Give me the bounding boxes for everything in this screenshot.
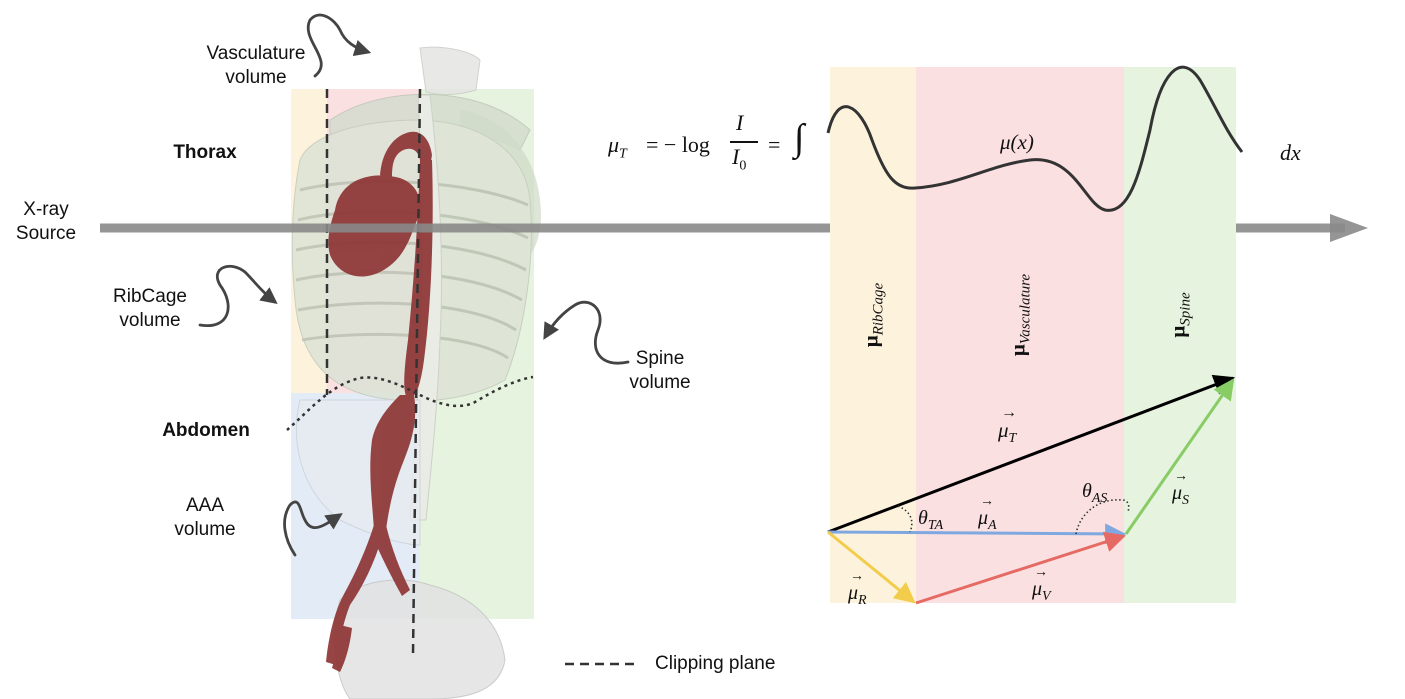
vector-label-mu-T: → μT (998, 404, 1017, 447)
eq-lhs: μT (608, 132, 627, 162)
ribcage-volume-label: RibCage volume (90, 285, 210, 333)
label-pointer-arrows (198, 13, 630, 557)
angle-arc-AS (1075, 499, 1130, 535)
clipping-plane-label: Clipping plane (655, 653, 776, 674)
thorax-abdomen-boundary (286, 375, 534, 431)
vasculature-volume-label-line1: Vasculature (206, 43, 306, 64)
vector-mu-A (827, 523, 1127, 545)
abdomen-label: Abdomen (162, 420, 250, 441)
vector-mu-R (827, 530, 916, 604)
eq-fraction-den: I0 (732, 144, 747, 174)
vector-label-mu-R: → μR (848, 569, 867, 608)
band-vasculature (916, 67, 1124, 603)
vector-mu-T (827, 374, 1235, 534)
eq-fraction-num: I (736, 110, 744, 135)
eq-fraction-bar (730, 141, 758, 143)
attenuation-schematic (826, 65, 1244, 605)
band-label-spine: μSpine (1165, 292, 1194, 338)
vector-mu-V (915, 531, 1126, 605)
band-label-ribcage: μRibCage (858, 282, 887, 348)
vector-label-mu-A: → μA (978, 494, 997, 533)
angle-label-theta-AS: θAS (1082, 480, 1108, 506)
vasculature-volume-label-line2: volume (225, 67, 287, 88)
vasculature-volume-label: Vasculature volume (186, 42, 326, 90)
ribcage-pointer (198, 264, 278, 328)
spine-volume-label-line2: volume (629, 372, 691, 393)
eq-minus-log: = − log (646, 132, 710, 157)
spine-volume-label: Spine volume (610, 347, 710, 395)
band-label-vasculature: μVasculature (1005, 273, 1034, 357)
equation: μT = − log I I0 = ∫ (608, 110, 833, 180)
xray-source-label: X-ray Source (0, 198, 92, 246)
clipping-plane-right (411, 88, 422, 656)
attenuation-curve (826, 65, 1244, 212)
eq-equals: = (768, 132, 781, 157)
aaa-pointer (283, 500, 343, 557)
aaa-volume-label-line2: volume (174, 519, 236, 540)
aaa-volume-label-line1: AAA (185, 495, 225, 516)
anatomy-illustration (286, 46, 541, 699)
thorax-label: Thorax (173, 142, 237, 163)
ribcage-volume-label-line1: RibCage (113, 286, 187, 307)
dx-label: dx (1280, 140, 1301, 165)
aaa-volume-label: AAA volume (150, 494, 260, 542)
spine-pointer (543, 300, 630, 365)
spine-volume-label-line1: Spine (635, 348, 685, 369)
vasculature-pointer (306, 13, 372, 78)
vector-label-mu-S: → μS (1172, 469, 1190, 508)
xray-source-label-line1: X-ray (23, 199, 69, 220)
mu-of-x-label: μ(x) (1000, 130, 1034, 154)
angle-label-theta-TA: θTA (918, 507, 944, 533)
ribcage-volume-label-line2: volume (119, 310, 181, 331)
xray-source-label-line2: Source (15, 223, 77, 244)
vector-mu-S (1124, 378, 1235, 535)
eq-integral: ∫ (794, 117, 805, 159)
vector-label-mu-V: → μV (1032, 565, 1051, 604)
